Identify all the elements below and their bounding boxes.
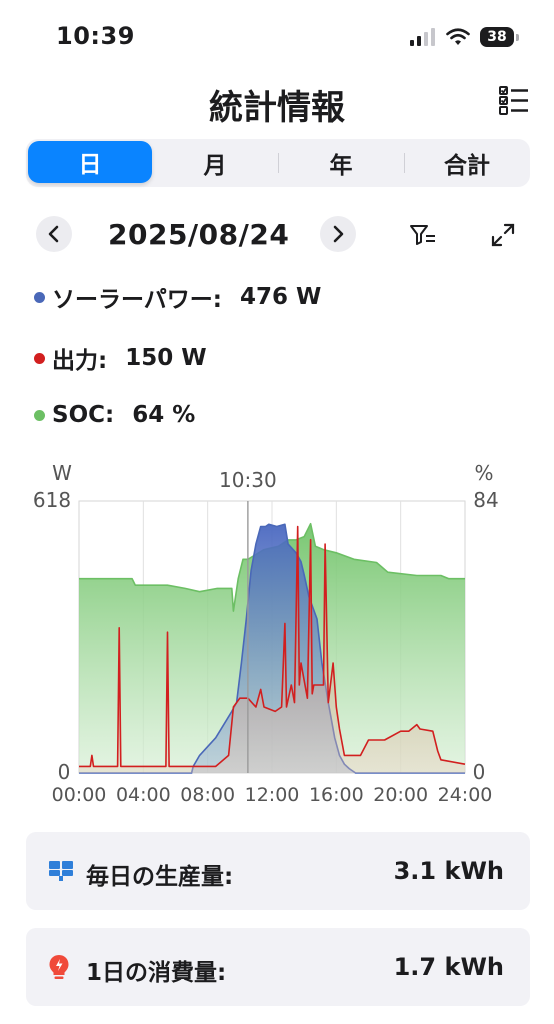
stat-label: SOC: (52, 402, 115, 428)
status-bar: 10:39 38 (0, 0, 554, 72)
left-axis-min: 0 (58, 760, 71, 784)
stat-value: 476 W (239, 284, 322, 310)
date-navigation: 2025/08/24 (0, 210, 554, 260)
tab-year[interactable]: 年 (329, 153, 353, 179)
header: 統計情報 (0, 74, 554, 130)
right-axis-min: 0 (473, 760, 486, 784)
wifi-icon (446, 28, 470, 45)
left-axis-max: 618 (33, 488, 71, 512)
solar-area (79, 524, 465, 773)
page-title: 統計情報 (209, 88, 345, 128)
stat-output: 出力: 150 W (34, 341, 207, 375)
daily-production-card[interactable]: 毎日の生産量: 3.1 kWh (26, 832, 530, 910)
status-icons: 38 (410, 24, 519, 50)
previous-day-button[interactable] (36, 216, 72, 252)
segment-divider (278, 153, 279, 173)
filter-icon[interactable] (408, 220, 438, 250)
stat-value: 150 W (125, 345, 207, 371)
tab-total[interactable]: 合計 (444, 153, 490, 179)
daily-consumption-value: 1.7 kWh (393, 953, 504, 981)
output-legend-dot (34, 352, 45, 364)
daily-production-label: 毎日の生産量: (86, 864, 234, 890)
power-chart[interactable]: W % 618 84 0 0 10:30 00:00 04:00 08:00 12:0… (0, 450, 554, 820)
checklist-icon[interactable] (498, 84, 530, 116)
output-line (79, 525, 466, 768)
stat-value: 64 % (132, 402, 196, 428)
tab-month[interactable]: 月 (203, 153, 227, 179)
right-axis-unit: % (474, 461, 493, 485)
daily-consumption-label: 1日の消費量: (86, 960, 227, 986)
lightbulb-icon (49, 955, 69, 979)
solar-panel-icon (49, 861, 73, 881)
expand-icon[interactable] (488, 220, 518, 250)
period-segmented-control: 日 月 年 合計 (26, 139, 530, 187)
battery-level: 38 (487, 29, 507, 45)
segment-divider (404, 153, 405, 173)
cellular-signal-icon (410, 28, 435, 46)
status-time: 10:39 (56, 22, 135, 50)
x-tick-label: 16:00 (309, 784, 364, 806)
stat-label: ソーラーパワー: (52, 287, 222, 313)
battery-icon: 38 (480, 27, 519, 47)
stat-label: 出力: (52, 348, 108, 374)
right-axis-max: 84 (473, 488, 498, 512)
selected-date[interactable]: 2025/08/24 (108, 218, 290, 251)
next-day-button[interactable] (320, 216, 356, 252)
x-tick-label: 12:00 (245, 784, 300, 806)
daily-consumption-card[interactable]: 1日の消費量: 1.7 kWh (26, 928, 530, 1006)
x-tick-label: 20:00 (373, 784, 428, 806)
solar-legend-dot (34, 291, 45, 303)
x-tick-label: 24:00 (438, 784, 493, 806)
chart-series (79, 501, 466, 774)
x-axis-ticks: 00:00 04:00 08:00 12:00 16:00 20:00 24:00 (52, 784, 493, 806)
left-axis-unit: W (52, 461, 72, 485)
daily-production-value: 3.1 kWh (393, 857, 504, 885)
soc-legend-dot (34, 409, 45, 421)
tab-day[interactable]: 日 (28, 141, 152, 183)
stat-soc: SOC: 64 % (34, 402, 195, 428)
cursor-time-label: 10:30 (219, 468, 277, 492)
chevron-right-icon (333, 225, 344, 243)
x-tick-label: 08:00 (180, 784, 235, 806)
stat-solar-power: ソーラーパワー: 476 W (34, 280, 321, 314)
output-area (79, 526, 465, 773)
x-tick-label: 00:00 (52, 784, 107, 806)
chevron-left-icon (48, 225, 59, 243)
x-tick-label: 04:00 (116, 784, 171, 806)
